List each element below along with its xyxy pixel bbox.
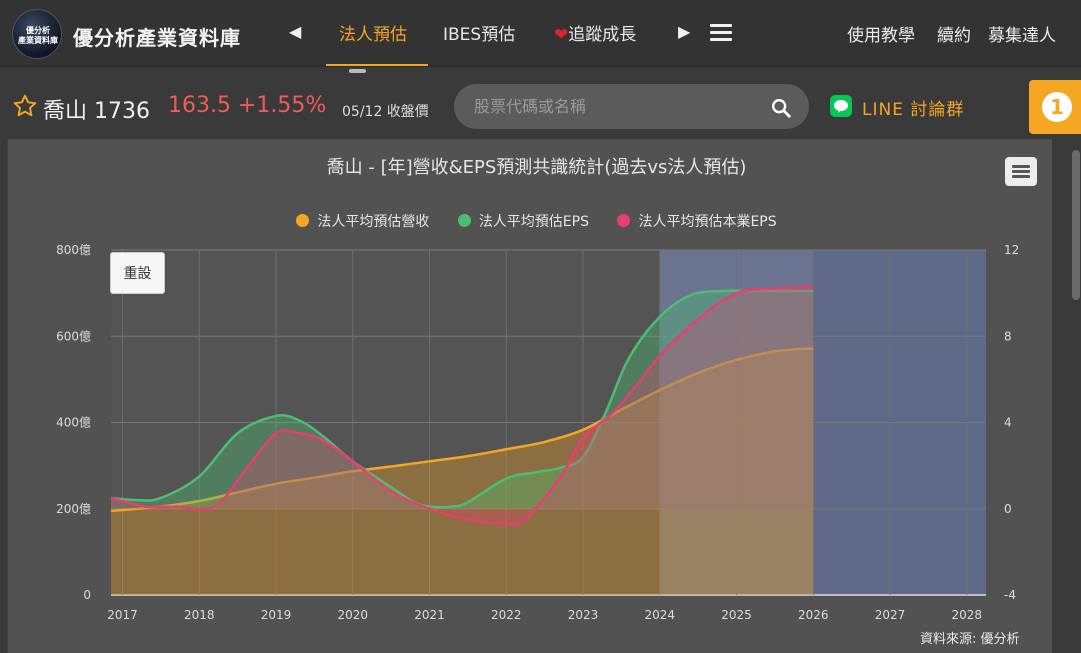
search-icon[interactable]	[770, 97, 792, 119]
heart-icon: ❤	[554, 25, 569, 45]
series-area-1	[111, 348, 814, 595]
y-left-tick-label: 400億	[56, 416, 91, 430]
line-group-link[interactable]: LINE 討論群	[862, 100, 965, 120]
series-area-3	[111, 286, 814, 525]
x-tick-label: 2018	[184, 608, 215, 622]
chart-title: 喬山 - [年]營收&EPS預測共識統計(過去vs法人預估)	[326, 157, 747, 178]
x-tick-label: 2022	[491, 608, 522, 622]
tab-track-growth-label: 追蹤成長	[568, 25, 637, 45]
y-right-tick-label: 4	[1004, 416, 1012, 430]
series-line-1	[110, 347, 814, 513]
link-tutorial[interactable]: 使用教學	[847, 26, 915, 46]
active-tab-indicator	[326, 64, 428, 67]
legend-revenue[interactable]: 法人平均預估營收	[296, 211, 429, 231]
nav-left-arrow-icon[interactable]: ◀	[289, 22, 302, 41]
y-right-tick-label: 8	[1004, 329, 1012, 343]
x-tick-label: 2026	[798, 608, 829, 622]
y-right-tick-label: -4	[1004, 588, 1016, 602]
series-line-3	[110, 285, 814, 526]
line-app-icon[interactable]	[830, 95, 852, 117]
top-nav: 優分析 產業資料庫 優分析產業資料庫 ◀ 法人預估 IBES預估 ❤追蹤成長 ▶…	[0, 0, 1081, 66]
logo-line-1: 優分析	[26, 26, 50, 35]
legend-eps[interactable]: 法人平均預估EPS	[457, 211, 589, 231]
hamburger-menu-icon[interactable]	[710, 24, 732, 42]
y-right-tick-label: 12	[1004, 243, 1019, 257]
stock-price-change: 163.5 +1.55%	[168, 93, 327, 118]
x-tick-label: 2028	[952, 608, 983, 622]
x-tick-label: 2020	[338, 608, 369, 622]
legend-dot-core-eps	[617, 214, 631, 227]
x-tick-label: 2023	[568, 608, 599, 622]
legend-label-revenue: 法人平均預估營收	[317, 214, 430, 230]
tab-track-growth[interactable]: ❤追蹤成長	[554, 20, 636, 45]
legend-dot-eps	[457, 214, 471, 227]
legend-label-eps: 法人平均預估EPS	[478, 214, 589, 230]
star-favorite-icon[interactable]	[12, 93, 38, 119]
notification-badge: 1	[1042, 92, 1072, 122]
series-line-2	[110, 289, 814, 509]
x-tick-label: 2027	[875, 608, 906, 622]
y-left-tick-label: 200億	[56, 502, 91, 516]
chart-legend: 法人平均預估營收 法人平均預估EPS 法人平均預估本業EPS	[0, 211, 1073, 231]
x-tick-label: 2025	[721, 608, 752, 622]
close-date-label: 05/12 收盤價	[342, 104, 429, 120]
page-scrollbar[interactable]	[1072, 150, 1080, 300]
tab-ibes-forecast[interactable]: IBES預估	[443, 25, 516, 45]
legend-core-eps[interactable]: 法人平均預估本業EPS	[617, 211, 777, 231]
stock-search-input[interactable]	[454, 84, 809, 129]
legend-label-core-eps: 法人平均預估本業EPS	[638, 214, 777, 230]
brand-title[interactable]: 優分析產業資料庫	[73, 26, 241, 50]
reset-zoom-button[interactable]: 重設	[110, 252, 165, 294]
data-source-credit: 資料來源: 優分析	[920, 632, 1020, 647]
chart-menu-icon[interactable]	[1005, 157, 1037, 186]
brand-logo[interactable]: 優分析 產業資料庫	[12, 9, 62, 59]
x-tick-label: 2021	[414, 608, 445, 622]
legend-dot-revenue	[296, 214, 310, 227]
tab-institutional-forecast[interactable]: 法人預估	[339, 25, 407, 45]
nav-right-arrow-icon[interactable]: ▶	[678, 22, 691, 41]
y-right-tick-label: 0	[1004, 502, 1012, 516]
x-tick-label: 2017	[107, 608, 138, 622]
y-left-tick-label: 0	[83, 588, 91, 602]
y-left-tick-label: 600億	[56, 329, 91, 343]
logo-line-2: 產業資料庫	[18, 36, 58, 45]
link-renew[interactable]: 續約	[937, 26, 971, 46]
x-tick-label: 2024	[645, 608, 676, 622]
link-recruit[interactable]: 募集達人	[988, 26, 1056, 46]
stock-name: 喬山 1736	[43, 99, 150, 124]
tab-marker	[349, 69, 366, 73]
x-tick-label: 2019	[261, 608, 292, 622]
y-left-tick-label: 800億	[56, 243, 91, 257]
divider	[0, 66, 1081, 67]
